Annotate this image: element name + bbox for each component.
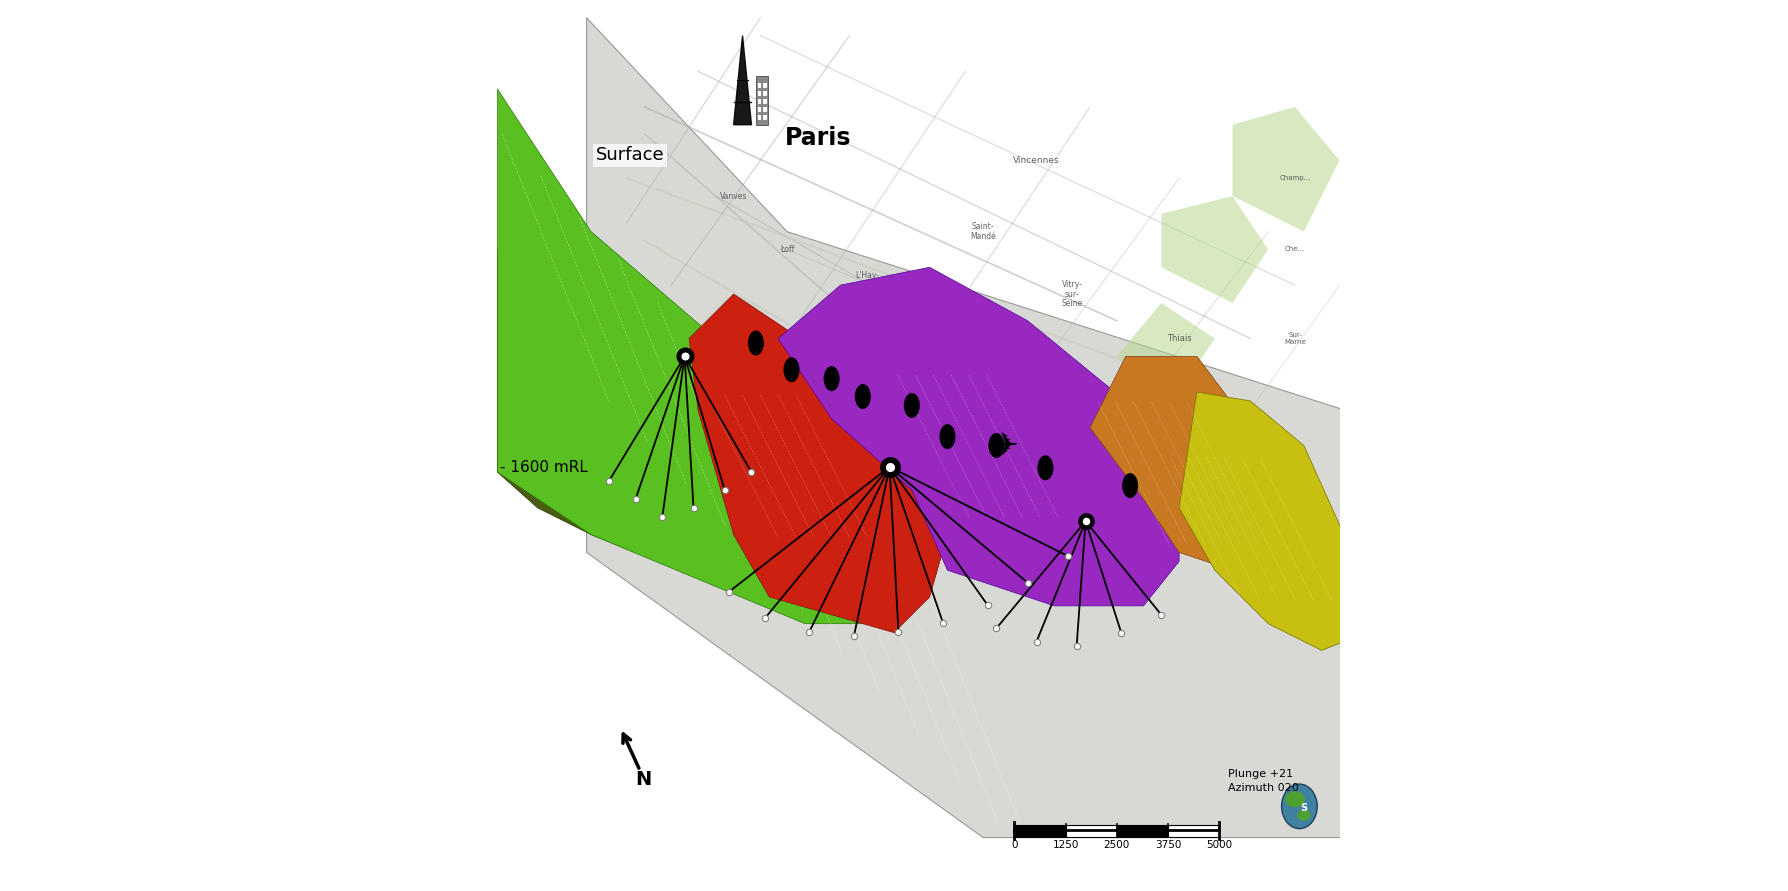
Bar: [1168, 825, 1219, 837]
Polygon shape: [497, 249, 679, 552]
Text: 0: 0: [1010, 840, 1017, 850]
Text: Thiais: Thiais: [1168, 334, 1191, 343]
Text: Athis-
Mons
Sur-
Seine: Athis- Mons Sur- Seine: [1212, 409, 1236, 446]
Text: Ablon
Sur-
Seine: Ablon Sur- Seine: [1239, 503, 1261, 531]
Polygon shape: [1178, 392, 1345, 650]
Bar: [758, 91, 762, 96]
Text: 1250: 1250: [1053, 840, 1078, 850]
Text: Vincennes: Vincennes: [1014, 156, 1060, 165]
Bar: [763, 99, 767, 104]
Ellipse shape: [1282, 784, 1318, 829]
Polygon shape: [1160, 196, 1268, 303]
Bar: [1066, 825, 1118, 837]
Ellipse shape: [783, 357, 799, 382]
Ellipse shape: [1037, 455, 1053, 480]
Ellipse shape: [855, 384, 871, 409]
Polygon shape: [778, 267, 1178, 606]
Polygon shape: [497, 89, 939, 624]
Bar: [756, 76, 769, 125]
Text: 2500: 2500: [1103, 840, 1130, 850]
Bar: [763, 91, 767, 96]
Text: Vitry-
sur-
Seine: Vitry- sur- Seine: [1062, 280, 1084, 308]
Ellipse shape: [1286, 791, 1305, 807]
Text: Sur-
Marne: Sur- Marne: [1284, 332, 1305, 345]
Text: - 1600 mRL: - 1600 mRL: [501, 461, 588, 475]
Ellipse shape: [747, 331, 763, 356]
Text: S: S: [1300, 803, 1307, 813]
Polygon shape: [1232, 107, 1339, 232]
Bar: [763, 83, 767, 88]
Polygon shape: [1118, 303, 1214, 392]
Bar: [758, 99, 762, 104]
Bar: [758, 83, 762, 88]
Polygon shape: [586, 18, 1345, 838]
Ellipse shape: [903, 393, 919, 418]
Ellipse shape: [824, 366, 840, 391]
Text: Vanves: Vanves: [721, 192, 747, 200]
Text: N: N: [635, 770, 653, 789]
Bar: [763, 107, 767, 112]
Bar: [1014, 825, 1066, 837]
Polygon shape: [733, 36, 751, 125]
Text: 3750: 3750: [1155, 840, 1182, 850]
Bar: [758, 107, 762, 112]
Text: Saint-
Mandé: Saint- Mandé: [971, 223, 996, 241]
Text: Azimuth 020: Azimuth 020: [1228, 783, 1298, 793]
Text: Ivry-
sur-
Seine: Ivry- sur- Seine: [928, 289, 949, 317]
Polygon shape: [688, 294, 948, 633]
Text: L'Hay-
les-
Roses: L'Hay- les- Roses: [855, 271, 880, 299]
Text: Che...: Che...: [1286, 247, 1305, 252]
Ellipse shape: [1123, 473, 1139, 498]
Text: 5000: 5000: [1207, 840, 1232, 850]
Text: Champ...: Champ...: [1278, 176, 1311, 181]
Ellipse shape: [1296, 810, 1311, 821]
Bar: [1118, 825, 1168, 837]
Bar: [763, 115, 767, 120]
Bar: [758, 115, 762, 120]
Text: Plunge +21: Plunge +21: [1228, 769, 1293, 779]
Text: Paris: Paris: [785, 127, 851, 150]
Text: ✈: ✈: [992, 431, 1017, 461]
Ellipse shape: [989, 433, 1005, 458]
Polygon shape: [1091, 356, 1277, 570]
Text: Łoff: Łoff: [780, 245, 794, 254]
Ellipse shape: [939, 424, 955, 449]
Text: Surface: Surface: [595, 146, 663, 164]
